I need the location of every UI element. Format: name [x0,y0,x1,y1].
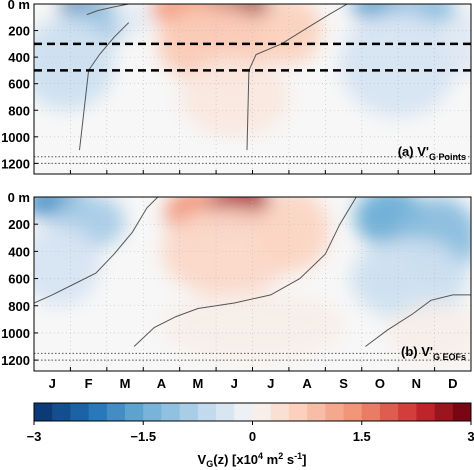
x-tick-label: J [267,376,274,391]
colorbar-segment [343,403,363,421]
y-tick-label: 200 [8,217,30,232]
x-tick-label: M [192,376,203,391]
colorbar-segment [307,403,326,421]
y-tick-label: 1200 [1,156,30,171]
zero-contour [79,22,130,151]
y-tick-label: 1000 [1,326,30,341]
anomaly-patch [34,224,100,306]
colorbar-label: VG(z) [x104 m2 s-1] [198,451,307,469]
panel-b: 0 m 200 400 600 800 1000 1200 J F M A M J J A S O N D (b)… [1,190,472,391]
colorbar-segment [125,403,144,421]
y-tick-label: 800 [8,299,30,314]
anomaly-patch [161,292,344,361]
panel-a-label: (a) V'G Points [398,144,466,162]
y-tick-label: 1000 [1,130,30,145]
x-tick-label: A [157,376,167,391]
colorbar-segment [270,403,290,421]
y-tick-label: 0 m [8,190,30,205]
colorbar-segment [434,403,454,421]
colorbar-segment [179,403,199,421]
zero-contour [34,197,159,304]
x-tick-label: S [339,376,348,391]
anomaly-patch [387,303,471,363]
panel-b-label: (b) V'G EOFs [401,344,466,362]
colorbar-tick-label: 3 [467,429,474,444]
anomaly-patch [339,10,457,117]
colorbar-segment [379,403,399,421]
zero-contour [133,197,357,347]
x-tick-label: J [231,376,238,391]
colorbar-segment [52,403,71,421]
colorbar-segment [288,403,308,421]
y-tick-label: 600 [8,77,30,92]
y-tick-label: 400 [8,50,30,65]
y-tick-label: 0 m [8,0,30,12]
colorbar-segment [34,403,53,421]
x-tick-label: F [85,376,93,391]
zero-contour [86,4,129,16]
colorbar-segment [106,403,126,421]
colorbar-segment [197,403,217,421]
anomaly-patch [445,10,471,78]
colorbar-tick-label: 1.5 [353,429,371,444]
anomaly-patch [256,197,329,272]
colorbar-tick-label: −1.5 [130,429,156,444]
x-tick-label: J [49,376,56,391]
colorbar-segment [216,403,235,421]
colorbar-segment [234,403,253,421]
colorbar-segment [361,403,381,421]
y-tick-label: 1200 [1,353,30,368]
anomaly-patch [179,57,289,137]
x-tick-label: M [120,376,131,391]
x-tick-label: O [375,376,385,391]
colorbar-segment [161,403,181,421]
anomaly-patch [34,17,115,111]
colorbar-segment [252,403,272,421]
colorbar-segment [416,403,435,421]
colorbar-segment [88,403,108,421]
panel-a: 0 m 200 400 600 800 1000 1200 (a) V'G Points [1,0,472,175]
colorbar-segment [143,403,162,421]
x-tick-label: A [302,376,312,391]
y-tick-label: 600 [8,272,30,287]
y-tick-label: 800 [8,103,30,118]
y-tick-label: 200 [8,24,30,39]
colorbar-segment [398,403,417,421]
colorbar-tick-label: −3 [27,429,42,444]
zero-contour [365,294,471,347]
anomaly-patch [256,4,322,64]
colorbar-tick-label: 0 [249,429,256,444]
y-tick-label: 400 [8,244,30,259]
colorbar-segment [452,403,472,421]
x-tick-label: N [412,376,421,391]
colorbar-segment [325,403,344,421]
colorbar-segment [70,403,90,421]
colorbar: −3 −1.5 0 1.5 3 VG(z) [x104 m2 s-1] [27,402,474,469]
x-tick-label: D [448,376,457,391]
